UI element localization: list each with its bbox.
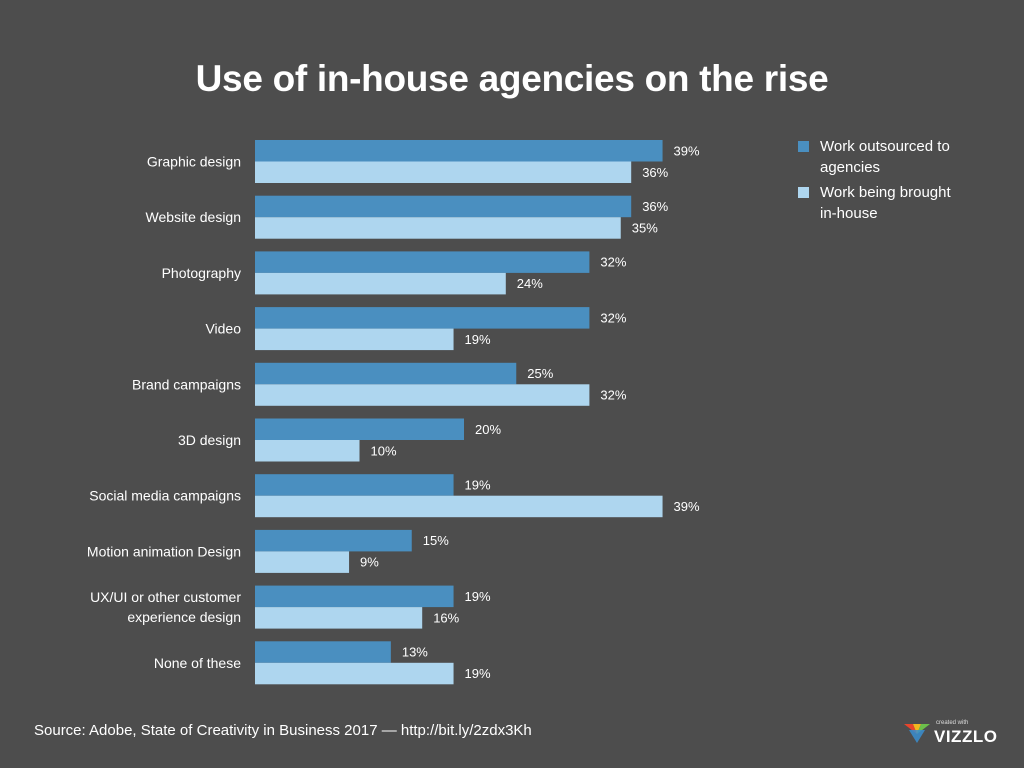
- bar-outsourced-video: [255, 307, 590, 329]
- category-label-none-of-these: None of these: [154, 655, 241, 671]
- bar-outsourced-photography: [255, 251, 590, 273]
- data-label-outsourced-motion-animation-design: 15%: [423, 533, 449, 548]
- bar-outsourced-website-design: [255, 195, 632, 218]
- bar-outsourced-graphic-design: [255, 140, 663, 162]
- bar-in-house-graphic-design: [255, 161, 632, 183]
- legend-item-in-house: Work being brought in-house: [798, 182, 960, 224]
- data-label-in-house-3d-design: 10%: [371, 443, 397, 458]
- bar-in-house-none-of-these: [255, 662, 454, 685]
- brand-tagline: created with: [936, 720, 969, 726]
- category-label-photography: Photography: [162, 265, 241, 281]
- legend-label-in-house: Work being brought in-house: [820, 184, 951, 222]
- bar-in-house-motion-animation-design: [255, 551, 350, 573]
- legend-swatch-in-house: [798, 187, 809, 198]
- category-label-graphic-design: Graphic design: [147, 154, 241, 170]
- source-note: Source: Adobe, State of Creativity in Bu…: [34, 722, 532, 739]
- bar-in-house-ux-ui-or-other-customer-experience-design: [255, 607, 423, 629]
- data-label-in-house-website-design: 35%: [632, 220, 658, 235]
- category-label-ux-ui-or-other-customer-experience-design: UX/UI or other customer experience design: [90, 589, 241, 625]
- data-label-in-house-motion-animation-design: 9%: [360, 555, 379, 570]
- bar-outsourced-motion-animation-design: [255, 529, 412, 552]
- legend-label-outsourced: Work outsourced to agencies: [820, 138, 950, 176]
- data-label-outsourced-photography: 32%: [600, 255, 626, 270]
- vizzlo-mark-icon: [904, 724, 930, 743]
- bar-in-house-brand-campaigns: [255, 384, 590, 406]
- category-label-video: Video: [205, 321, 241, 337]
- category-label-social-media-campaigns: Social media campaigns: [89, 488, 241, 504]
- bar-outsourced-social-media-campaigns: [255, 474, 454, 496]
- data-label-outsourced-ux-ui-or-other-customer-experience-design: 19%: [465, 589, 491, 604]
- data-label-in-house-video: 19%: [465, 332, 491, 347]
- data-label-in-house-photography: 24%: [517, 276, 543, 291]
- bar-outsourced-3d-design: [255, 418, 464, 440]
- chart-title: Use of in-house agencies on the rise: [195, 58, 829, 99]
- bar-in-house-photography: [255, 272, 506, 295]
- data-label-in-house-social-media-campaigns: 39%: [674, 499, 700, 514]
- data-label-outsourced-graphic-design: 39%: [674, 143, 700, 158]
- data-label-in-house-brand-campaigns: 32%: [600, 388, 626, 403]
- data-label-outsourced-3d-design: 20%: [475, 422, 501, 437]
- category-label-3d-design: 3D design: [178, 432, 241, 448]
- bar-in-house-website-design: [255, 217, 621, 239]
- category-label-website-design: Website design: [146, 209, 241, 225]
- legend-swatch-outsourced: [798, 141, 809, 152]
- data-label-outsourced-website-design: 36%: [642, 199, 668, 214]
- bar-outsourced-brand-campaigns: [255, 362, 517, 385]
- bar-in-house-video: [255, 328, 454, 351]
- data-label-outsourced-video: 32%: [600, 310, 626, 325]
- data-label-outsourced-none-of-these: 13%: [402, 645, 428, 660]
- legend: Work outsourced to agencies Work being b…: [798, 136, 998, 228]
- data-label-in-house-none-of-these: 19%: [465, 666, 491, 681]
- data-label-outsourced-social-media-campaigns: 19%: [465, 477, 491, 492]
- bar-chart: Graphic design 39% 36% Website design 36% 35%…: [87, 140, 700, 685]
- bar-in-house-3d-design: [255, 440, 360, 462]
- category-label-brand-campaigns: Brand campaigns: [132, 376, 241, 392]
- data-label-in-house-ux-ui-or-other-customer-experience-design: 16%: [433, 610, 459, 625]
- legend-item-outsourced: Work outsourced to agencies: [798, 136, 960, 178]
- bar-in-house-social-media-campaigns: [255, 495, 663, 518]
- bar-outsourced-ux-ui-or-other-customer-experience-design: [255, 585, 454, 608]
- bar-outsourced-none-of-these: [255, 641, 391, 663]
- data-label-outsourced-brand-campaigns: 25%: [527, 366, 553, 381]
- brand-name: VIZZLO: [934, 727, 998, 746]
- data-label-in-house-graphic-design: 36%: [642, 165, 668, 180]
- category-label-motion-animation-design: Motion animation Design: [87, 543, 241, 559]
- vizzlo-logo: created with VIZZLO: [904, 718, 1014, 748]
